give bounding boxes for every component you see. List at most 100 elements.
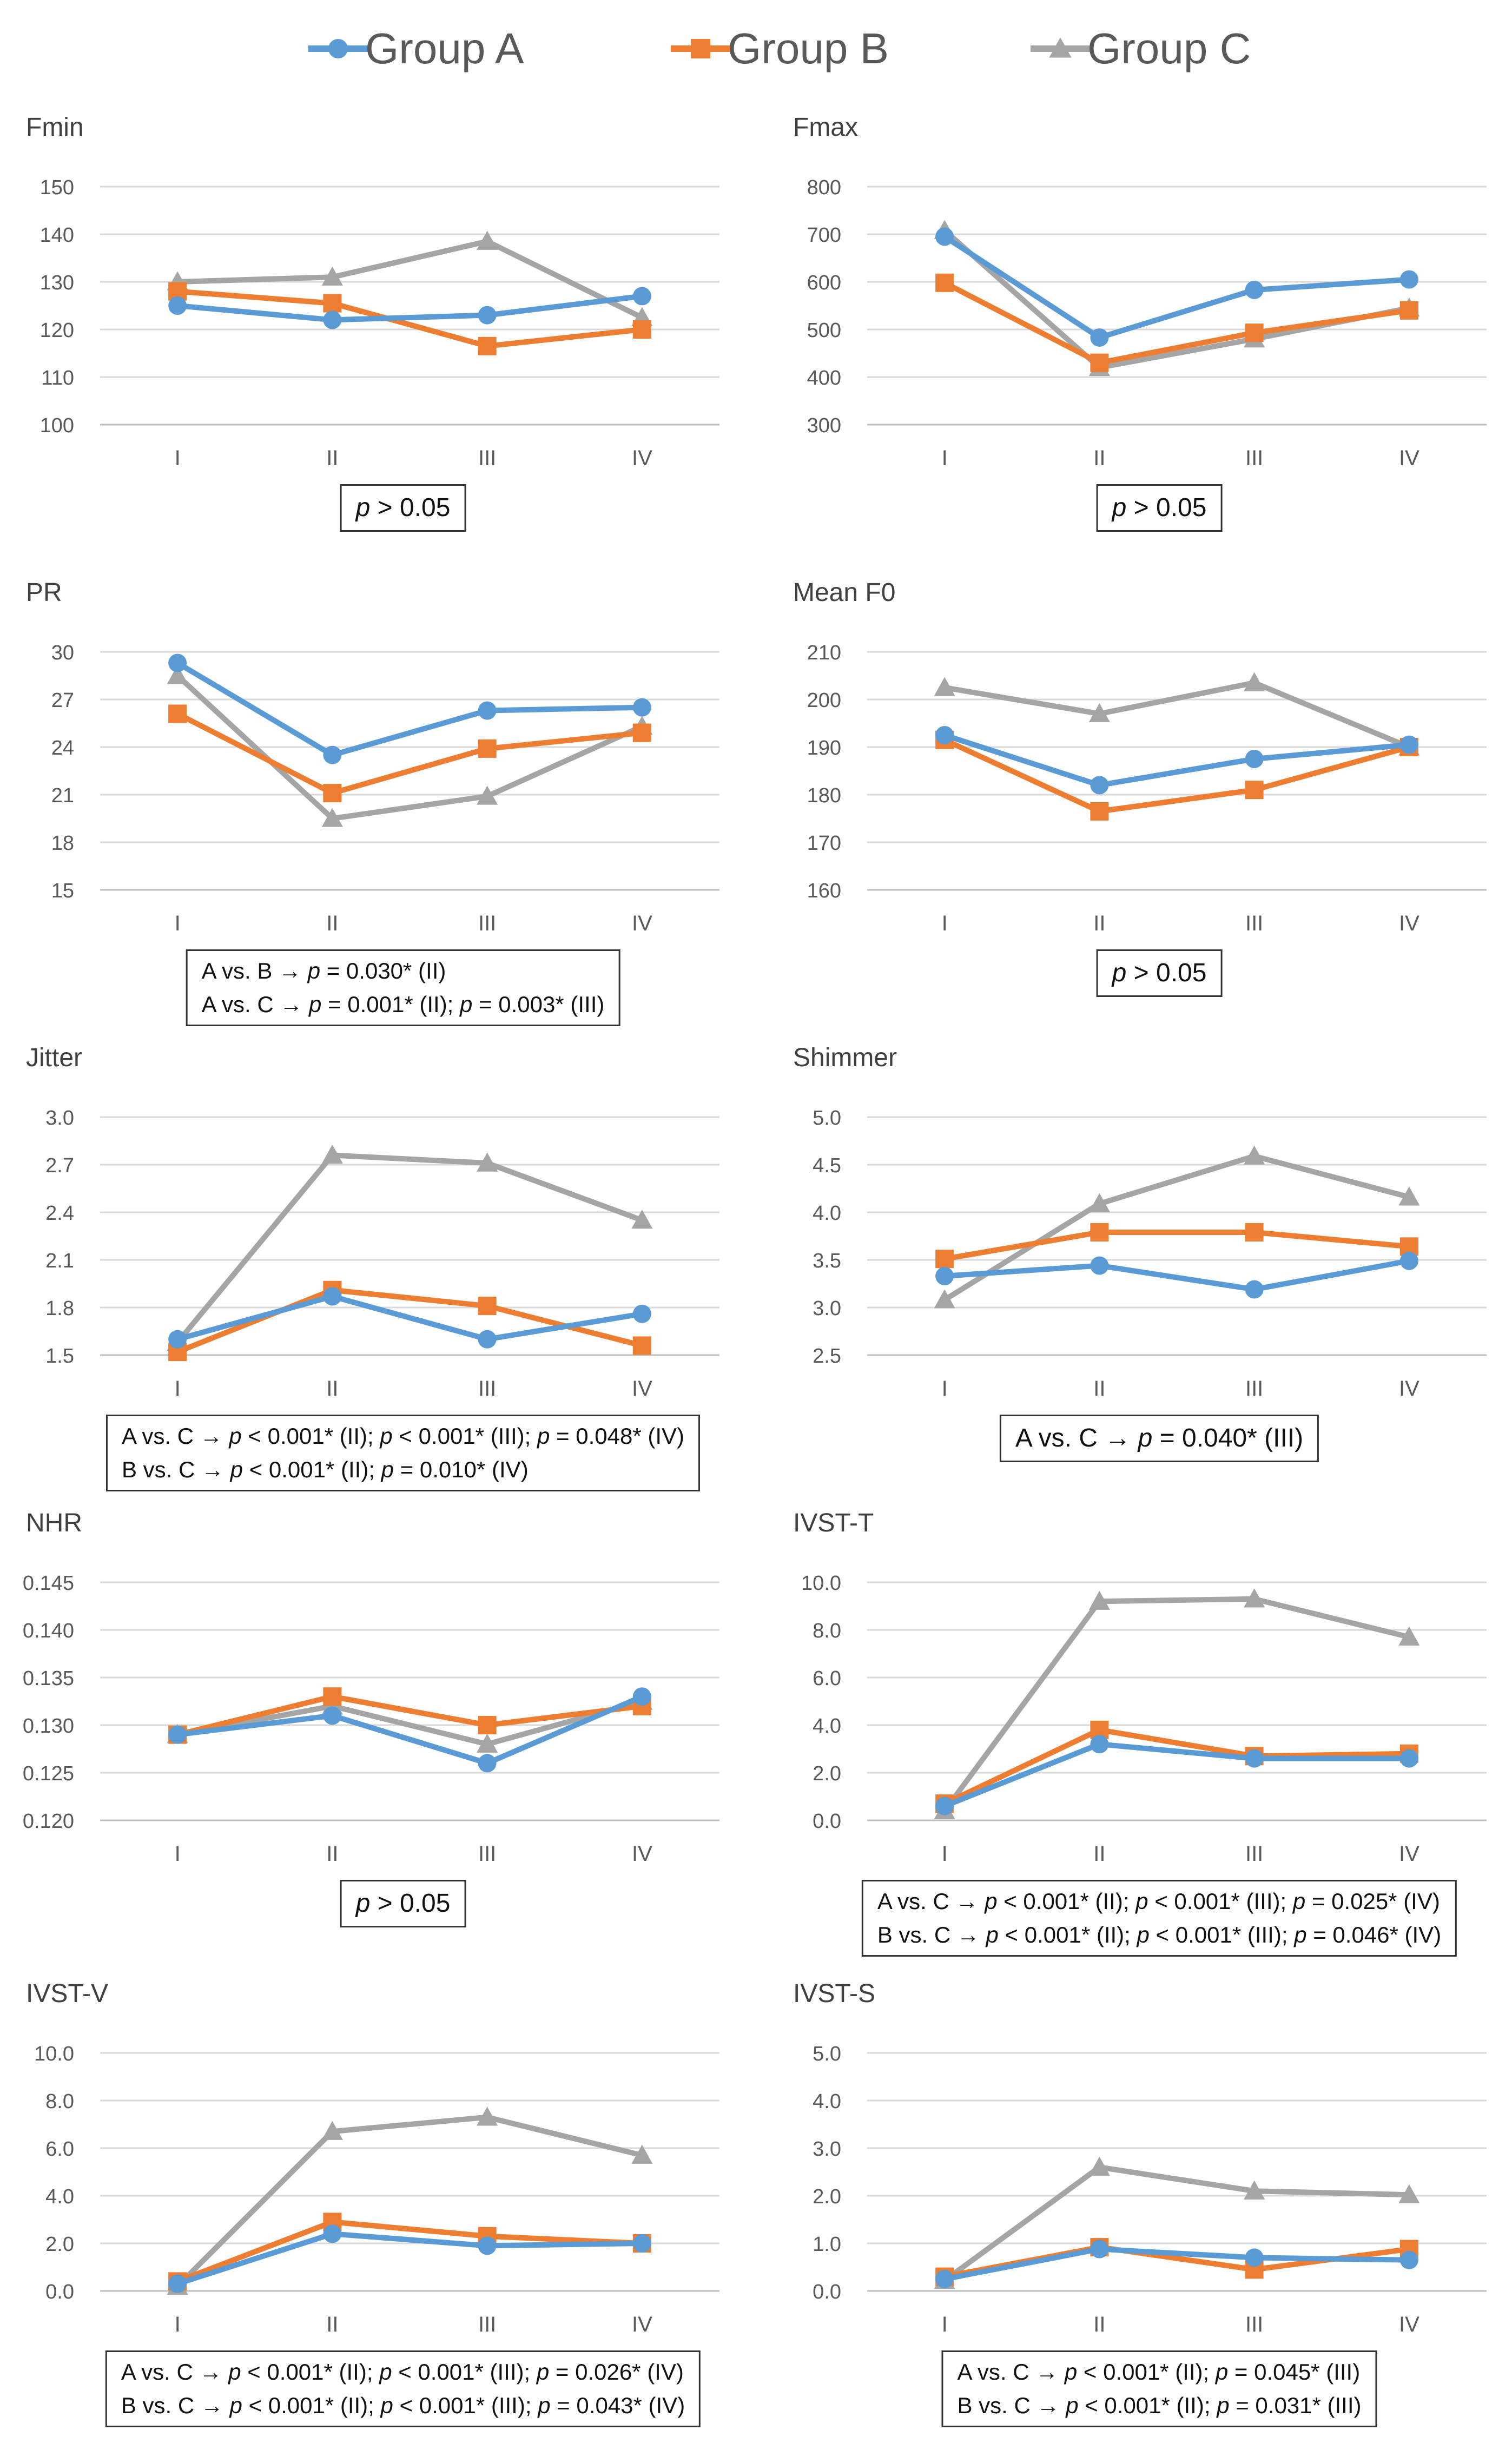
y-tick-label: 140 bbox=[40, 224, 74, 247]
y-tick-label: 210 bbox=[807, 642, 841, 664]
stat-annotation-box: A vs. B → p = 0.030* (II) A vs. C → p = 0… bbox=[186, 949, 620, 1026]
x-tick-label: I bbox=[942, 2313, 948, 2336]
stat-annotation-line: A vs. C → p = 0.001* (II); p = 0.003* (I… bbox=[201, 992, 605, 1017]
data-point-group-a bbox=[168, 1330, 187, 1349]
stat-annotation-line: A vs. C → p < 0.001* (II); p < 0.001* (I… bbox=[121, 2359, 684, 2385]
x-tick-label: III bbox=[478, 912, 496, 935]
x-tick-label: IV bbox=[1399, 446, 1419, 470]
data-point-group-b bbox=[632, 1336, 651, 1355]
data-point-group-c bbox=[1398, 1626, 1420, 1646]
chart-panel-mean-f0: Mean F0 210 200 190 180 170 160 I II III IV p > 0.0… bbox=[767, 568, 1512, 1033]
x-tick-label: II bbox=[326, 912, 338, 935]
y-tick-label: 700 bbox=[807, 224, 841, 247]
data-point-group-b bbox=[478, 1716, 497, 1734]
y-tick-label: 18 bbox=[51, 832, 74, 855]
data-point-group-c bbox=[631, 1210, 653, 1229]
y-tick-label: 4.0 bbox=[813, 2090, 841, 2113]
x-tick-label: IV bbox=[632, 446, 652, 470]
data-point-group-c bbox=[477, 1152, 498, 1172]
chart-title: NHR bbox=[26, 1509, 82, 1537]
y-tick-label: 24 bbox=[51, 737, 74, 760]
data-point-group-a bbox=[1399, 1251, 1418, 1270]
data-point-group-b bbox=[168, 704, 187, 723]
data-point-group-c bbox=[1088, 1193, 1110, 1212]
data-point-group-c bbox=[1244, 1145, 1265, 1165]
data-point-group-a bbox=[935, 1266, 954, 1285]
data-point-group-a bbox=[478, 701, 497, 720]
x-tick-label: I bbox=[175, 912, 181, 935]
data-point-group-a bbox=[1245, 1280, 1264, 1299]
data-point-group-b bbox=[1245, 1223, 1264, 1241]
stat-annotation-line: p > 0.05 bbox=[1112, 493, 1207, 522]
data-point-group-b bbox=[1090, 1223, 1109, 1241]
data-point-group-c bbox=[477, 230, 498, 250]
chart-title: Shimmer bbox=[793, 1044, 897, 1072]
series-line-group-c bbox=[943, 2164, 1409, 2283]
chart-panel-ivst-v: IVST-V 10.0 8.0 6.0 4.0 2.0 0.0 I II III IV A vs. C… bbox=[0, 1969, 756, 2434]
x-tick-label: III bbox=[478, 446, 496, 470]
x-tick-label: IV bbox=[632, 1842, 652, 1866]
x-tick-label: IV bbox=[632, 2313, 652, 2336]
series-line-group-b bbox=[943, 280, 1410, 366]
data-point-group-b bbox=[935, 1250, 954, 1269]
y-tick-label: 4.0 bbox=[45, 2185, 74, 2208]
data-point-group-c bbox=[1244, 1588, 1265, 1608]
y-tick-label: 2.0 bbox=[813, 1762, 841, 1785]
y-tick-label: 2.0 bbox=[45, 2233, 74, 2256]
line-chart-shimmer: 5.04.54.03.53.02.5I II III IV bbox=[813, 1107, 1487, 1401]
y-tick-label: 6.0 bbox=[45, 2138, 74, 2161]
series-line-group-b bbox=[176, 711, 643, 796]
data-point-group-c bbox=[1088, 1590, 1110, 1610]
stat-annotation-box: p > 0.05 bbox=[1096, 949, 1223, 997]
y-tick-label: 130 bbox=[40, 272, 74, 294]
y-tick-label: 200 bbox=[807, 689, 841, 712]
y-tick-label: 10.0 bbox=[801, 1572, 841, 1595]
x-tick-label: II bbox=[326, 446, 338, 470]
stat-annotation-box: A vs. C → p = 0.040* (III) bbox=[999, 1415, 1319, 1462]
series-line-group-a bbox=[176, 1293, 643, 1342]
data-point-group-c bbox=[321, 808, 343, 827]
chart-panel-jitter: Jitter 3.0 2.7 2.4 2.1 1.8 1.5 I II III IV A vs. C … bbox=[0, 1033, 756, 1498]
y-tick-label: 6.0 bbox=[813, 1667, 841, 1690]
y-tick-label: 2.4 bbox=[45, 1202, 74, 1225]
series-line-group-a bbox=[944, 1258, 1410, 1292]
x-tick-label: IV bbox=[1399, 2313, 1419, 2336]
x-tick-label: IV bbox=[1399, 1377, 1419, 1401]
chart-panel-fmax: Fmax 800 700 600 500 400 300 I II III IV p > 0.05 bbox=[767, 103, 1512, 568]
y-tick-label: 8.0 bbox=[813, 1620, 841, 1642]
data-point-group-a bbox=[632, 2234, 651, 2253]
data-point-group-c bbox=[477, 2106, 498, 2126]
stat-annotation-line: A vs. C → p < 0.001* (II); p = 0.045* (I… bbox=[957, 2359, 1361, 2385]
data-point-group-c bbox=[1244, 672, 1265, 691]
series-line-group-a bbox=[177, 1694, 643, 1766]
chart-title: Jitter bbox=[26, 1044, 83, 1072]
stat-annotation-line: p > 0.05 bbox=[1112, 959, 1207, 987]
x-tick-label: I bbox=[175, 1377, 181, 1401]
data-point-group-b bbox=[632, 320, 651, 339]
x-tick-label: II bbox=[326, 1377, 338, 1401]
series-line-group-a bbox=[944, 2246, 1409, 2282]
data-point-group-a bbox=[478, 306, 497, 325]
stat-annotation-line: B vs. C → p < 0.001* (II); p < 0.001* (I… bbox=[877, 1922, 1442, 1947]
y-tick-label: 2.5 bbox=[813, 1345, 841, 1368]
data-point-group-a bbox=[168, 296, 187, 315]
data-point-group-a bbox=[632, 287, 651, 306]
stat-annotation-line: p > 0.05 bbox=[355, 493, 451, 522]
stat-annotation-line: p > 0.05 bbox=[355, 1889, 451, 1918]
data-point-group-a bbox=[1090, 1256, 1109, 1275]
x-tick-label: III bbox=[1245, 2313, 1263, 2336]
data-point-group-a bbox=[1245, 2248, 1264, 2267]
x-tick-label: IV bbox=[1399, 912, 1419, 935]
data-point-group-b bbox=[478, 336, 497, 355]
x-tick-label: II bbox=[326, 1842, 338, 1866]
legend-marker-group-b bbox=[691, 39, 710, 58]
data-point-group-b bbox=[478, 739, 497, 758]
line-chart-ivst-v: 10.08.06.04.02.00.0I II III IV bbox=[34, 2043, 719, 2336]
y-tick-label: 3.0 bbox=[813, 1297, 841, 1320]
data-point-group-a bbox=[1090, 1735, 1109, 1754]
data-point-group-a bbox=[1090, 776, 1109, 795]
chart-legend: Group A Group B Group C bbox=[308, 24, 1251, 72]
data-point-group-a bbox=[632, 1304, 651, 1323]
